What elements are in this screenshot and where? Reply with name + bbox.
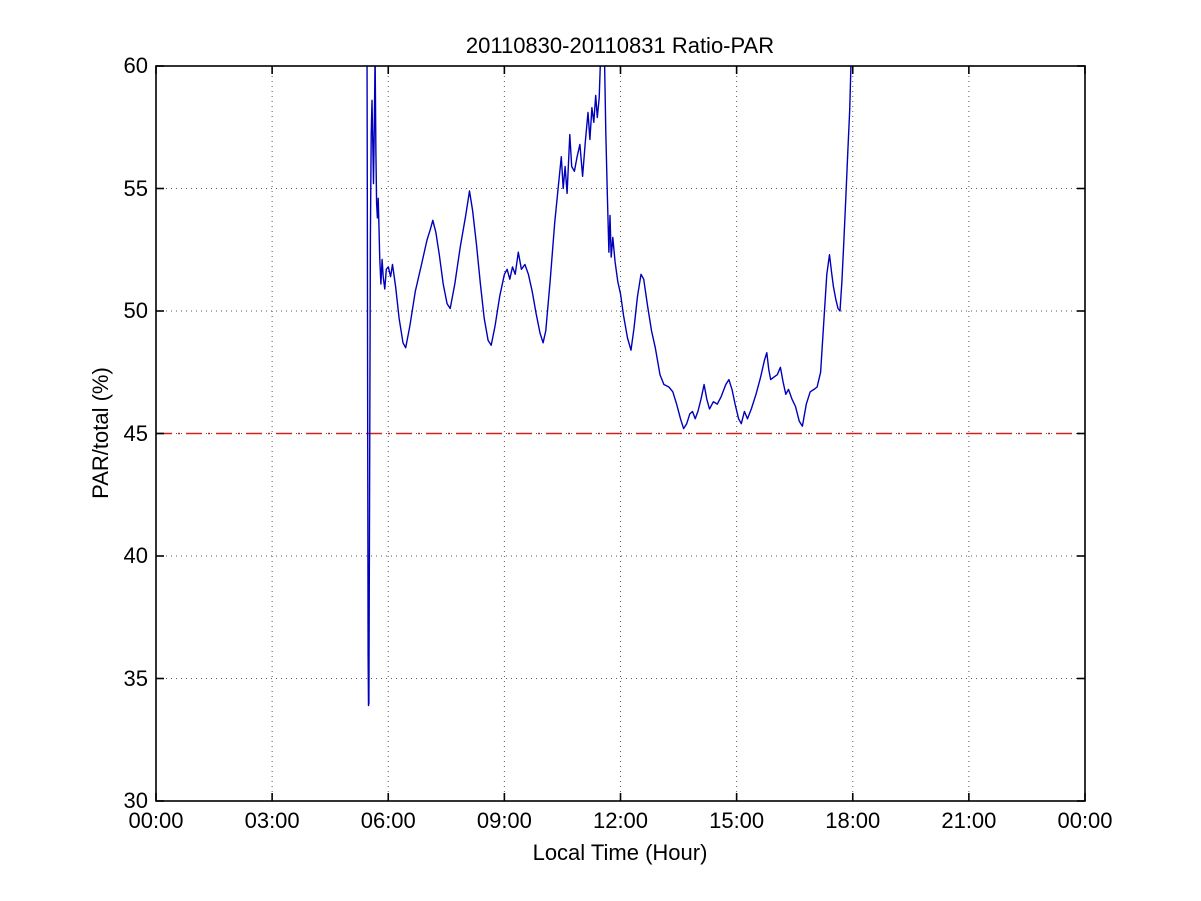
x-tick-label: 15:00: [709, 808, 765, 833]
y-tick-label: 35: [123, 665, 148, 691]
x-tick-label: 00:00: [1057, 808, 1113, 833]
x-tick-label: 18:00: [825, 808, 881, 833]
x-tick-label: 12:00: [592, 808, 649, 833]
y-tick-label: 30: [123, 788, 148, 813]
x-axis-label: Local Time (Hour): [532, 840, 708, 865]
y-tick-label: 55: [123, 175, 148, 201]
y-tick-label: 50: [123, 298, 148, 323]
x-tick-label: 00:00: [128, 808, 184, 833]
y-tick-label: 40: [123, 543, 148, 568]
x-tick-label: 21:00: [941, 808, 997, 833]
chart-title: 20110830-20110831 Ratio-PAR: [465, 33, 775, 58]
y-tick-label: 45: [123, 420, 148, 446]
x-tick-label: 09:00: [476, 808, 532, 833]
x-tick-label: 06:00: [360, 808, 416, 833]
y-tick-label: 60: [123, 53, 148, 78]
y-axis-label: PAR/total (%): [88, 367, 113, 499]
x-tick-label: 03:00: [244, 808, 300, 833]
ratio-line: [366, 66, 852, 707]
